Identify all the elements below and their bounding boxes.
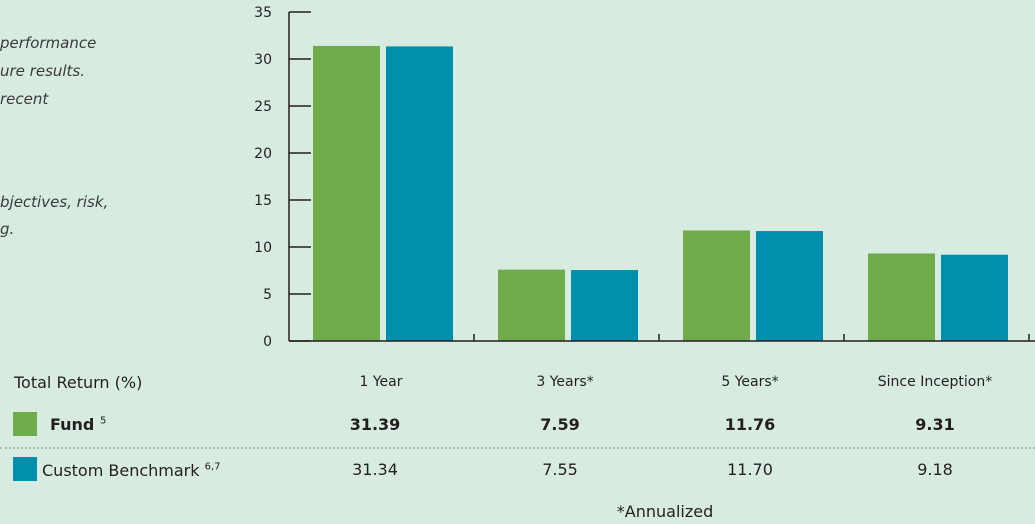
benchmark-bar-3	[756, 231, 823, 341]
y-tick-label-25: 25	[254, 99, 272, 115]
total-return-label: Total Return (%)	[14, 373, 143, 392]
benchmark-superscript: 6,7	[204, 461, 221, 473]
benchmark-bar-2	[571, 270, 638, 341]
fund-value-inception: 9.31	[915, 415, 955, 434]
benchmark-row-label: Custom Benchmark 6,7	[42, 461, 221, 480]
benchmark-legend-swatch	[13, 457, 37, 481]
disclaimer-line-2: ure results.	[0, 62, 86, 80]
category-label-3: 5 Years*	[721, 374, 779, 390]
benchmark-bar-1	[386, 46, 453, 342]
fund-bar-4	[868, 253, 935, 341]
benchmark-value-inception: 9.18	[917, 460, 953, 479]
fund-legend-swatch	[13, 412, 37, 436]
disclaimer-line-4: bjectives, risk,	[0, 193, 109, 211]
y-tick-label-35: 35	[254, 5, 272, 21]
annualized-footnote: *Annualized	[616, 502, 714, 521]
disclaimer-line-1: performance	[0, 34, 97, 52]
category-label-1: 1 Year	[359, 374, 403, 390]
y-tick-label-5: 5	[263, 287, 272, 303]
fund-value-3y: 7.59	[540, 415, 580, 434]
fund-bar-1	[313, 45, 380, 342]
y-tick-label-10: 10	[254, 240, 272, 256]
benchmark-value-5y: 11.70	[727, 460, 773, 479]
fund-bar-2	[498, 269, 565, 341]
fund-value-1y: 31.39	[349, 415, 401, 434]
axes-group: 0 5 10 15 20 25 30 35	[254, 5, 1035, 350]
category-label-4: Since Inception*	[877, 374, 993, 390]
disclaimer-line-5: g.	[0, 220, 15, 238]
row-divider	[0, 447, 1035, 449]
y-tick-label-15: 15	[254, 193, 272, 209]
y-tick-label-0: 0	[263, 334, 272, 350]
category-label-2: 3 Years*	[536, 374, 594, 390]
y-tick-label-30: 30	[254, 52, 272, 68]
fund-label-text: Fund	[50, 415, 95, 434]
benchmark-label-text: Custom Benchmark	[42, 461, 200, 480]
bars-group	[313, 45, 1008, 342]
benchmark-bar-4	[941, 254, 1008, 341]
fund-superscript: 5	[99, 415, 107, 427]
fund-row-label: Fund 5	[50, 415, 106, 434]
bar-chart: 0 5 10 15 20 25 30 35	[254, 5, 1035, 350]
benchmark-value-1y: 31.34	[352, 460, 398, 479]
disclaimer-line-3: recent	[0, 90, 49, 108]
y-tick-label-20: 20	[254, 146, 272, 162]
benchmark-value-3y: 7.55	[542, 460, 578, 479]
fund-bar-3	[683, 230, 750, 341]
fund-value-5y: 11.76	[724, 415, 776, 434]
